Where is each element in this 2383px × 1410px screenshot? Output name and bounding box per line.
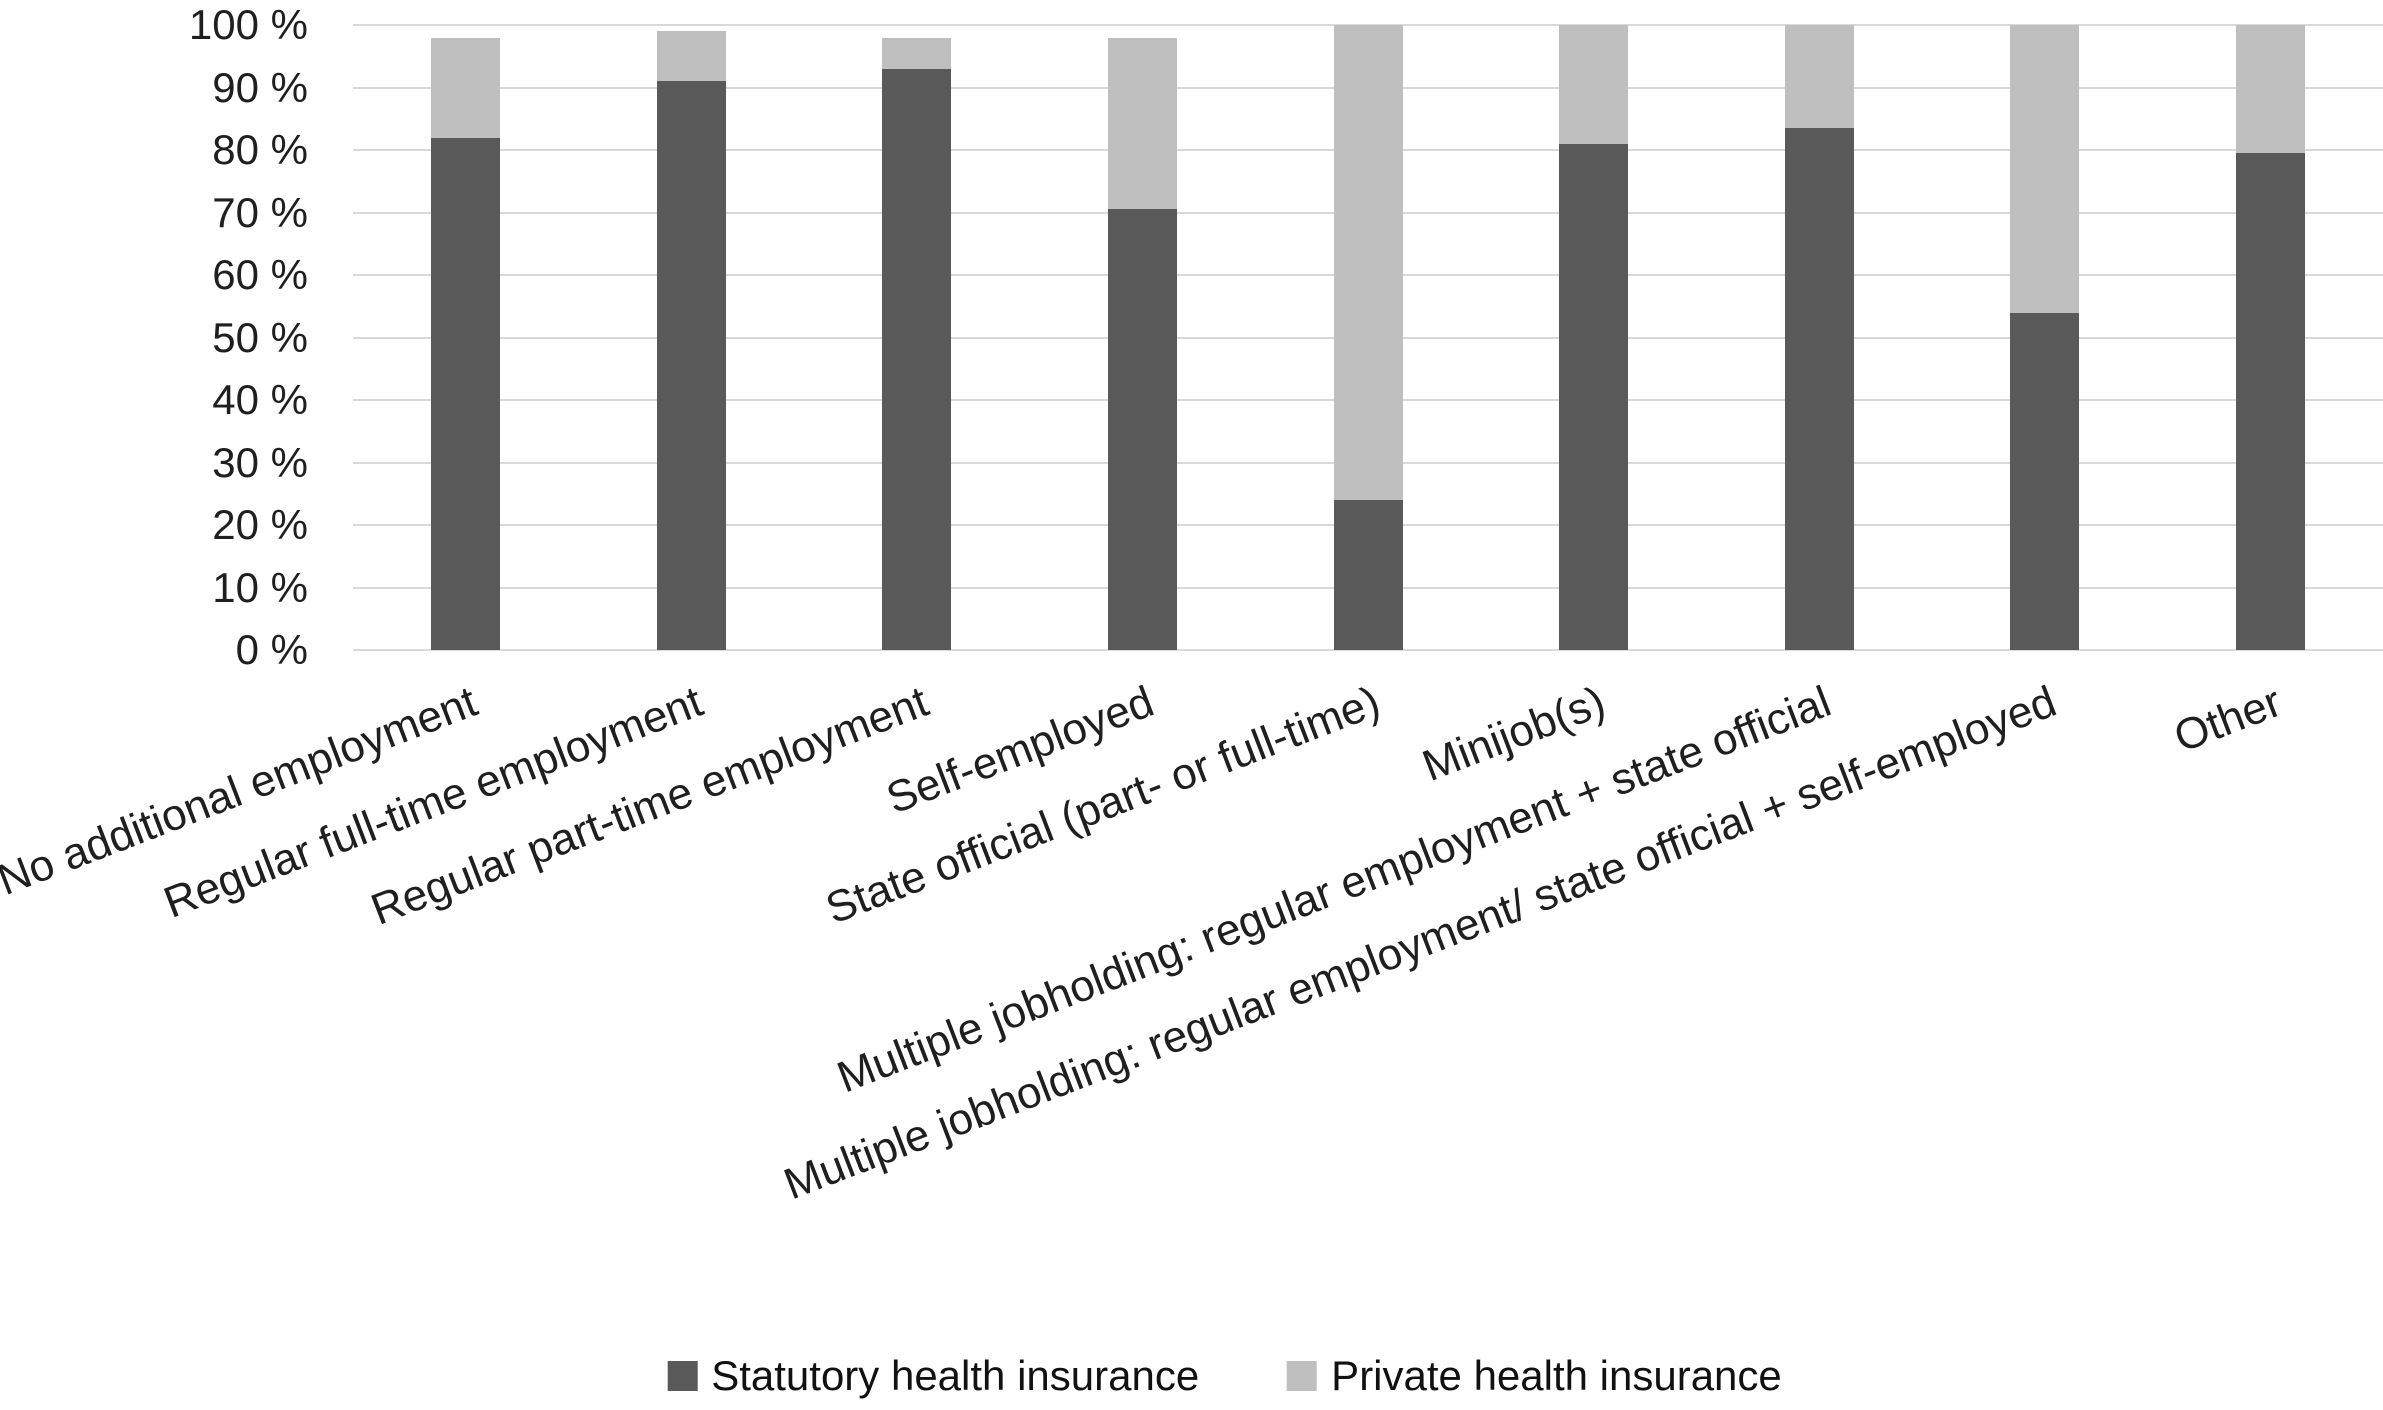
bar-3-segment-statutory	[1107, 209, 1177, 650]
legend-item-statutory: Statutory health insurance	[667, 1352, 1199, 1400]
bar-8-segment-private	[2235, 25, 2305, 154]
bar-2-segment-private	[882, 37, 952, 69]
legend-swatch-statutory	[667, 1361, 698, 1391]
bar-5-segment-statutory	[1559, 143, 1629, 650]
bar-8-segment-statutory	[2235, 153, 2305, 650]
legend-label-private: Private health insurance	[1331, 1352, 1782, 1399]
y-axis-tick-label-10: 10 %	[212, 563, 308, 611]
bar-2-segment-statutory	[882, 68, 952, 650]
y-axis-tick-label-40: 40 %	[212, 376, 308, 423]
y-axis-tick-label-60: 60 %	[212, 251, 308, 298]
bar-4-segment-private	[1333, 25, 1403, 500]
y-axis-tick-label-30: 30 %	[212, 438, 308, 486]
y-axis-tick-label-90: 90 %	[212, 63, 308, 111]
bar-4-segment-statutory	[1333, 500, 1403, 650]
bar-0-segment-private	[431, 37, 501, 138]
y-axis-tick-label-80: 80 %	[212, 126, 308, 173]
gridline-0	[353, 649, 2383, 651]
y-axis-tick-label-20: 20 %	[212, 501, 308, 548]
y-axis-tick-label-0: 0 %	[235, 626, 308, 673]
bar-0-segment-statutory	[431, 137, 501, 650]
legend-label-statutory: Statutory health insurance	[711, 1352, 1200, 1399]
bar-7-segment-statutory	[2010, 312, 2080, 650]
legend-swatch-private	[1287, 1361, 1318, 1391]
bar-1-segment-statutory	[656, 81, 726, 650]
bar-1-segment-private	[656, 31, 726, 82]
bar-6-segment-statutory	[1784, 128, 1854, 650]
y-axis-tick-label-70: 70 %	[212, 188, 308, 236]
bar-5-segment-private	[1559, 25, 1629, 144]
legend: Statutory health insurance Private healt…	[667, 1352, 1782, 1400]
x-axis-category-label-8: Other	[2167, 676, 2289, 763]
bar-3-segment-private	[1107, 37, 1177, 210]
bar-6-segment-private	[1784, 25, 1854, 129]
bar-7-segment-private	[2010, 25, 2080, 313]
legend-item-private: Private health insurance	[1287, 1352, 1782, 1400]
y-axis-tick-label-50: 50 %	[212, 313, 308, 361]
y-axis-tick-label-100: 100 %	[188, 1, 308, 48]
